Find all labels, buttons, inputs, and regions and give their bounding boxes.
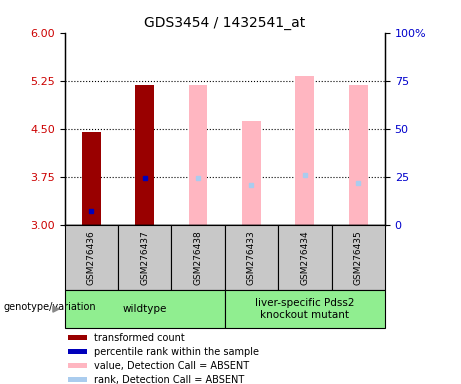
FancyBboxPatch shape — [65, 225, 118, 290]
Title: GDS3454 / 1432541_at: GDS3454 / 1432541_at — [144, 16, 305, 30]
Bar — [68, 335, 87, 340]
Bar — [68, 349, 87, 354]
Bar — [296, 76, 314, 225]
Text: value, Detection Call = ABSENT: value, Detection Call = ABSENT — [94, 361, 249, 371]
Bar — [82, 132, 100, 225]
Text: GSM276434: GSM276434 — [300, 230, 309, 285]
FancyBboxPatch shape — [278, 225, 331, 290]
Text: rank, Detection Call = ABSENT: rank, Detection Call = ABSENT — [94, 375, 244, 384]
Text: GSM276436: GSM276436 — [87, 230, 96, 285]
Bar — [349, 85, 367, 225]
Text: percentile rank within the sample: percentile rank within the sample — [94, 347, 259, 357]
Text: GSM276433: GSM276433 — [247, 230, 256, 285]
Bar — [189, 85, 207, 225]
FancyBboxPatch shape — [118, 225, 171, 290]
Text: transformed count: transformed count — [94, 333, 184, 343]
FancyBboxPatch shape — [331, 225, 385, 290]
Bar — [68, 363, 87, 368]
FancyBboxPatch shape — [171, 225, 225, 290]
Text: genotype/variation: genotype/variation — [3, 302, 96, 312]
Text: GSM276437: GSM276437 — [140, 230, 149, 285]
Text: GSM276435: GSM276435 — [354, 230, 363, 285]
Text: GSM276438: GSM276438 — [194, 230, 202, 285]
FancyBboxPatch shape — [225, 225, 278, 290]
Bar — [135, 85, 154, 225]
Bar — [225, 290, 385, 328]
Bar — [68, 377, 87, 382]
Bar — [242, 121, 261, 225]
Text: liver-specific Pdss2
knockout mutant: liver-specific Pdss2 knockout mutant — [255, 298, 355, 320]
Text: wildtype: wildtype — [123, 304, 167, 314]
Bar — [65, 290, 225, 328]
